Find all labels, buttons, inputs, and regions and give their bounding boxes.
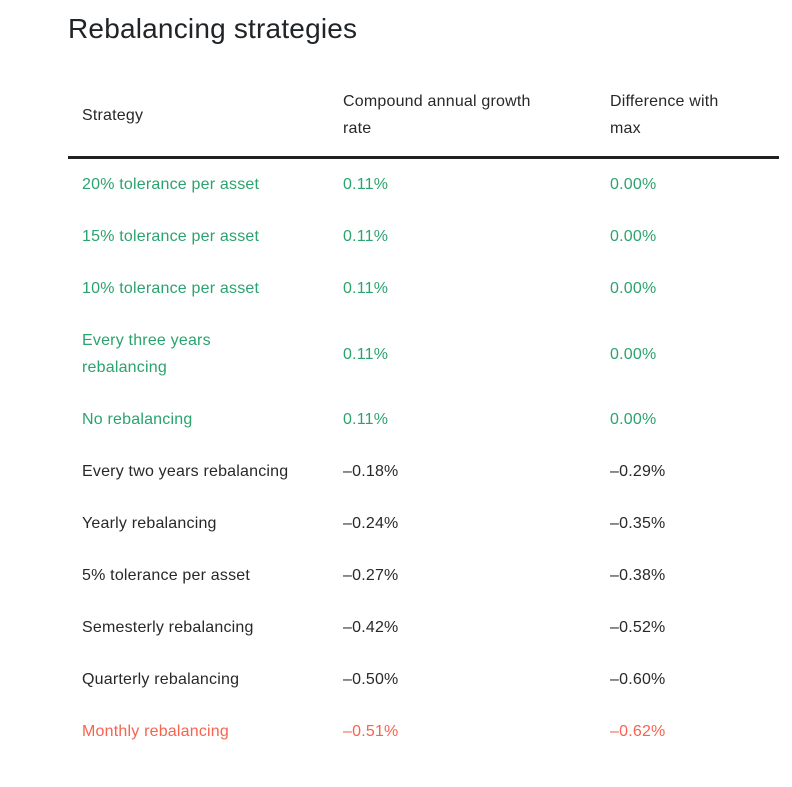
column-header-difference: Difference with max bbox=[596, 88, 779, 159]
strategies-table-header: Strategy Compound annual growth rate Dif… bbox=[68, 88, 779, 159]
diff-cell: 0.00% bbox=[610, 176, 657, 193]
table-row: 10% tolerance per asset 0.11% 0.00% bbox=[68, 263, 779, 315]
strategies-table: Strategy Compound annual growth rate Dif… bbox=[68, 88, 779, 758]
diff-cell: –0.35% bbox=[610, 515, 666, 532]
strategy-cell: Every two years rebalancing bbox=[82, 463, 289, 480]
table-row: Yearly rebalancing –0.24% –0.35% bbox=[68, 498, 779, 550]
strategy-cell: Semesterly rebalancing bbox=[82, 619, 254, 636]
cagr-cell: –0.50% bbox=[343, 671, 399, 688]
table-row: Semesterly rebalancing –0.42% –0.52% bbox=[68, 602, 779, 654]
diff-cell: –0.29% bbox=[610, 463, 666, 480]
cagr-cell: –0.27% bbox=[343, 567, 399, 584]
strategy-cell: Yearly rebalancing bbox=[82, 515, 217, 532]
column-header-strategy: Strategy bbox=[68, 88, 329, 159]
table-row: Every two years rebalancing –0.18% –0.29… bbox=[68, 446, 779, 498]
diff-cell: –0.62% bbox=[610, 723, 666, 740]
diff-cell: –0.38% bbox=[610, 567, 666, 584]
cagr-cell: 0.11% bbox=[343, 280, 389, 297]
diff-cell: –0.52% bbox=[610, 619, 666, 636]
strategy-cell: 15% tolerance per asset bbox=[82, 228, 260, 245]
diff-cell: 0.00% bbox=[610, 411, 657, 428]
table-row: Monthly rebalancing –0.51% –0.62% bbox=[68, 706, 779, 758]
strategy-cell: 20% tolerance per asset bbox=[82, 176, 260, 193]
cagr-cell: –0.24% bbox=[343, 515, 399, 532]
cagr-cell: –0.18% bbox=[343, 463, 399, 480]
table-row: No rebalancing 0.11% 0.00% bbox=[68, 394, 779, 446]
cagr-cell: 0.11% bbox=[343, 345, 389, 363]
cagr-cell: 0.11% bbox=[343, 411, 389, 428]
table-row: 20% tolerance per asset 0.11% 0.00% bbox=[68, 158, 779, 212]
cagr-cell: –0.42% bbox=[343, 619, 399, 636]
table-row: Quarterly rebalancing –0.50% –0.60% bbox=[68, 654, 779, 706]
header-row: Strategy Compound annual growth rate Dif… bbox=[68, 88, 779, 159]
cagr-cell: –0.51% bbox=[343, 723, 399, 740]
diff-cell: 0.00% bbox=[610, 228, 657, 245]
table-row: Every three years rebalancing 0.11% 0.00… bbox=[68, 315, 779, 394]
diff-cell: 0.00% bbox=[610, 345, 657, 363]
table-row: 5% tolerance per asset –0.27% –0.38% bbox=[68, 550, 779, 602]
cagr-cell: 0.11% bbox=[343, 228, 389, 245]
diff-cell: 0.00% bbox=[610, 280, 657, 297]
page-title: Rebalancing strategies bbox=[68, 13, 358, 44]
strategy-cell: No rebalancing bbox=[82, 411, 193, 428]
diff-cell: –0.60% bbox=[610, 671, 666, 688]
strategy-cell: 5% tolerance per asset bbox=[82, 567, 251, 584]
column-header-cagr: Compound annual growth rate bbox=[329, 88, 596, 159]
table-row: 15% tolerance per asset 0.11% 0.00% bbox=[68, 211, 779, 263]
strategy-cell: Quarterly rebalancing bbox=[82, 671, 240, 688]
strategy-cell: 10% tolerance per asset bbox=[82, 280, 260, 297]
cagr-cell: 0.11% bbox=[343, 176, 389, 193]
strategies-table-body: 20% tolerance per asset 0.11% 0.00% 15% … bbox=[68, 158, 779, 759]
strategy-cell: Every three years rebalancing bbox=[82, 332, 211, 376]
strategy-cell: Monthly rebalancing bbox=[82, 723, 229, 740]
